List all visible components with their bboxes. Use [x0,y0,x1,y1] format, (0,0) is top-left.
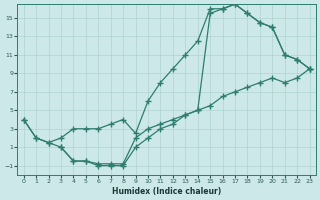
X-axis label: Humidex (Indice chaleur): Humidex (Indice chaleur) [112,187,221,196]
